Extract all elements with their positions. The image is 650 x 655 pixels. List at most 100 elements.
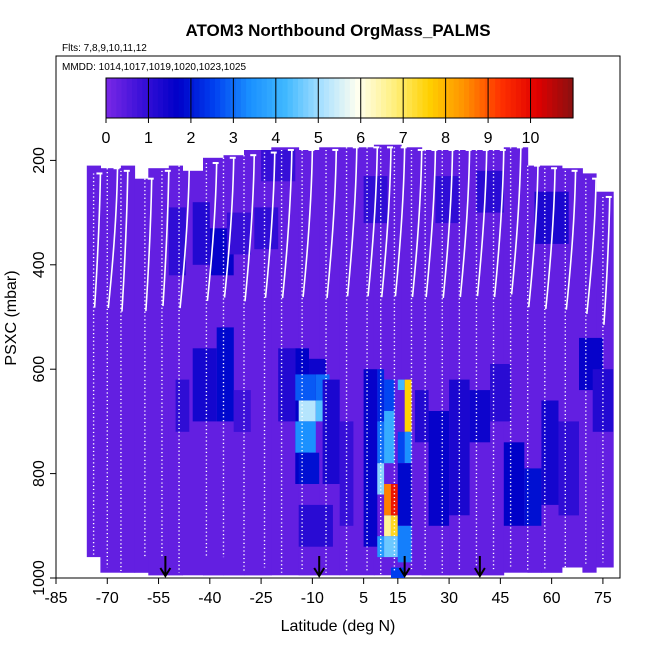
x-tick-label: -85 — [44, 590, 67, 607]
heatmap-cell — [384, 484, 391, 516]
colorbar-swatch — [489, 78, 496, 118]
x-tick-label: -25 — [250, 590, 273, 607]
colorbar-swatch — [297, 78, 304, 118]
colorbar-swatch — [318, 78, 325, 118]
coverage-column — [476, 150, 505, 576]
profile-ascent — [442, 149, 454, 299]
colorbar-swatch — [536, 78, 543, 118]
profile-ascent — [281, 149, 293, 299]
x-tick-label: 5 — [359, 590, 368, 607]
profile-ascent — [244, 155, 256, 302]
x-tick-label: -10 — [301, 590, 324, 607]
heatmap-cell — [414, 390, 429, 443]
heatmap-cell — [428, 411, 450, 526]
colorbar-swatch — [235, 78, 242, 118]
profile-ascent — [586, 178, 597, 314]
colorbar-swatch — [214, 78, 221, 118]
heatmap-cell — [216, 327, 234, 422]
heatmap-cell — [476, 170, 504, 213]
heatmap-cell — [322, 379, 340, 484]
heatmap-cell — [592, 369, 614, 432]
profile-ascent — [476, 149, 488, 297]
colorbar-tick-label: 1 — [144, 130, 153, 147]
heatmap-cell — [339, 421, 354, 526]
heatmap-cell — [404, 379, 412, 432]
colorbar-swatch — [303, 78, 309, 118]
colorbar-swatch — [121, 78, 128, 118]
colorbar-swatch — [541, 78, 548, 118]
colorbar-swatch — [189, 78, 195, 118]
x-tick-label: 30 — [440, 590, 458, 607]
colorbar-tick-label: 5 — [314, 130, 323, 147]
colorbar-swatch — [505, 78, 512, 118]
x-tick-label: -40 — [198, 590, 221, 607]
x-axis: -85 -70 -55 -40 -25 -10 5 15 30 45 60 75 — [44, 578, 612, 607]
profile-ascent — [425, 149, 437, 298]
colorbar-swatch — [453, 78, 460, 118]
colorbar-swatch — [272, 78, 278, 118]
profile-ascent — [264, 152, 276, 298]
colorbar-swatch — [168, 78, 175, 118]
colorbar-tick-label: 7 — [399, 130, 408, 147]
colorbar-swatch — [567, 78, 574, 118]
colorbar-swatch — [510, 78, 517, 118]
colorbar-swatch — [417, 78, 424, 118]
colorbar-swatch — [495, 78, 501, 118]
colorbar-swatch — [401, 78, 408, 118]
y-tick-label: 200 — [31, 147, 48, 174]
colorbar-swatch — [448, 78, 455, 118]
colorbar-swatch — [308, 78, 315, 118]
x-tick-label: -70 — [96, 590, 119, 607]
colorbar-swatch — [251, 78, 258, 118]
profile-ascent — [527, 165, 539, 308]
colorbar-swatch — [375, 78, 382, 118]
colorbar-swatch — [443, 78, 450, 118]
heatmap-cell — [397, 525, 412, 563]
profile-ascent — [145, 178, 153, 312]
heatmap-cell — [298, 504, 333, 547]
colorbar-swatch — [386, 78, 392, 118]
profile-ascent — [346, 147, 358, 297]
colorbar-tick-label: 3 — [229, 130, 238, 147]
colorbar-swatch — [152, 78, 159, 118]
colorbar-swatch — [515, 78, 522, 118]
colorbar-tick-label: 4 — [271, 130, 280, 147]
colorbar-swatch — [381, 78, 387, 118]
x-tick-label: -55 — [147, 590, 170, 607]
arrow-head — [159, 567, 172, 578]
heatmap-cell — [469, 390, 491, 443]
flight-profiles — [92, 146, 612, 576]
colorbar-swatch — [329, 78, 335, 118]
colorbar-swatch — [547, 78, 553, 118]
colorbar-swatch — [106, 78, 112, 118]
colorbar-swatch — [474, 78, 481, 118]
colorbar-swatch — [157, 78, 164, 118]
colorbar-swatch — [183, 78, 190, 118]
coverage-column — [134, 178, 149, 573]
colorbar-swatch — [370, 78, 377, 118]
colorbar-swatch — [432, 78, 439, 118]
colorbar-swatch — [292, 78, 299, 118]
profile-ascent — [223, 157, 235, 298]
heatmap-cell — [192, 348, 217, 422]
heatmap-cell — [226, 212, 251, 255]
heatmap-cell — [384, 411, 395, 464]
colorbar-swatch — [256, 78, 263, 118]
heatmap-cell — [397, 463, 412, 526]
profile-ascent — [326, 149, 338, 299]
coverage-column — [120, 165, 136, 573]
heatmap-cell — [295, 421, 316, 453]
colorbar-swatch — [287, 78, 294, 118]
heatmap-cell — [363, 369, 378, 547]
heatmap-cell — [298, 452, 320, 484]
heatmap-cell — [397, 431, 405, 464]
colorbar-swatch — [142, 78, 149, 118]
heatmap-cell — [524, 468, 542, 526]
colorbar-swatch — [391, 78, 398, 118]
colorbar-swatch — [199, 78, 206, 118]
colorbar-swatch — [334, 78, 341, 118]
colorbar-swatch — [194, 78, 200, 118]
colorbar-swatch — [344, 78, 351, 118]
colorbar-swatch — [204, 78, 211, 118]
